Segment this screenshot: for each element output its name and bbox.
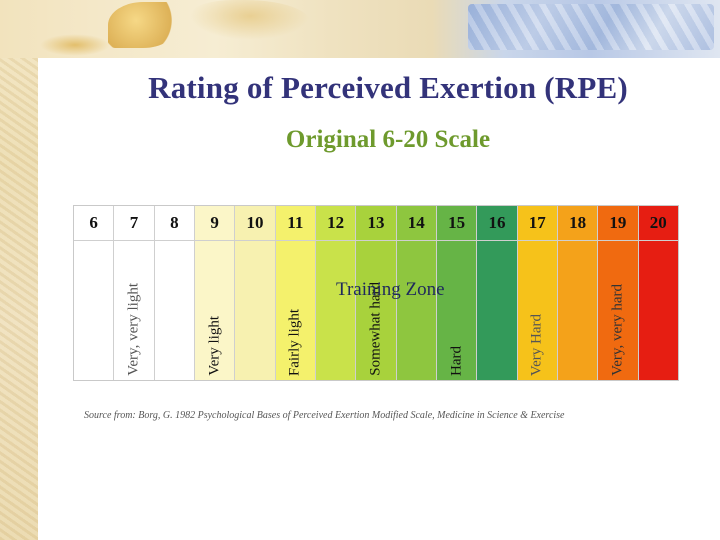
scale-column-6: 6: [74, 206, 114, 380]
scale-column-17: 17 Very Hard: [516, 206, 557, 380]
leaf-decoration-icon: [190, 0, 310, 40]
scale-descriptor: Very light: [206, 316, 223, 376]
scale-cell: [155, 241, 194, 380]
decorative-top-banner: [0, 0, 720, 58]
scale-cell: [639, 241, 678, 380]
scale-number: 9: [194, 206, 235, 241]
rpe-scale-table: 6 7 Very, very light 8 9 Very light 10 11 Fairly…: [73, 205, 679, 381]
scale-number: 20: [638, 206, 678, 241]
scale-descriptor: Very, very light: [125, 283, 142, 376]
scale-cell: Very, very light: [114, 241, 153, 380]
scale-column-10: 10: [234, 206, 275, 380]
scale-descriptor: Fairly light: [286, 308, 303, 376]
slide-title: Rating of Perceived Exertion (RPE): [148, 70, 628, 105]
banner-photo: [468, 4, 714, 50]
scale-column-13: 13 Somewhat hard: [355, 206, 396, 380]
scale-column-14: 14: [395, 206, 436, 380]
scale-cell: [235, 241, 274, 380]
scale-column-19: 19 Very, very hard: [597, 206, 638, 380]
slide-subtitle: Original 6-20 Scale: [285, 126, 491, 153]
scale-column-18: 18: [556, 206, 598, 380]
scale-number: 11: [275, 206, 315, 241]
scale-column-20: 20: [637, 206, 678, 380]
scale-cell: Very Hard: [518, 241, 557, 380]
scale-cell: [477, 241, 516, 380]
scale-number: 19: [598, 206, 638, 241]
scale-cell: Fairly light: [276, 241, 315, 380]
scale-cell: Hard: [437, 241, 476, 380]
scale-column-9: 9 Very light: [193, 206, 235, 380]
scale-column-11: 11 Fairly light: [274, 206, 315, 380]
scale-descriptor: Very, very hard: [609, 284, 626, 376]
scale-cell: [316, 241, 355, 380]
leaf-decoration-icon: [40, 34, 110, 56]
scale-number: 8: [154, 206, 194, 241]
scale-number: 6: [74, 206, 114, 241]
scale-column-8: 8: [153, 206, 194, 380]
leaf-decoration-icon: [108, 2, 178, 48]
scale-cell: Very, very hard: [598, 241, 637, 380]
scale-number: 15: [436, 206, 477, 241]
scale-descriptor: Hard: [448, 346, 465, 376]
scale-number: 10: [235, 206, 275, 241]
decorative-left-strip: [0, 0, 38, 540]
scale-descriptor: Very Hard: [528, 313, 545, 376]
scale-number: 18: [557, 206, 598, 241]
scale-cell: [558, 241, 597, 380]
scale-cell: Somewhat hard: [356, 241, 395, 380]
scale-number: 14: [396, 206, 436, 241]
training-zone-label: Training Zone: [336, 279, 445, 300]
scale-cell: Very light: [195, 241, 234, 380]
scale-number: 7: [114, 206, 154, 241]
scale-column-7: 7 Very, very light: [113, 206, 154, 380]
source-citation: Source from: Borg, G. 1982 Psychological…: [84, 410, 565, 421]
scale-column-16: 16: [476, 206, 517, 380]
scale-number: 17: [517, 206, 557, 241]
scale-number: 13: [356, 206, 396, 241]
scale-cell: [74, 241, 113, 380]
scale-number: 16: [477, 206, 517, 241]
scale-number: 12: [315, 206, 356, 241]
scale-column-15: 15 Hard: [435, 206, 477, 380]
scale-column-12: 12: [314, 206, 356, 380]
scale-cell: [397, 241, 436, 380]
